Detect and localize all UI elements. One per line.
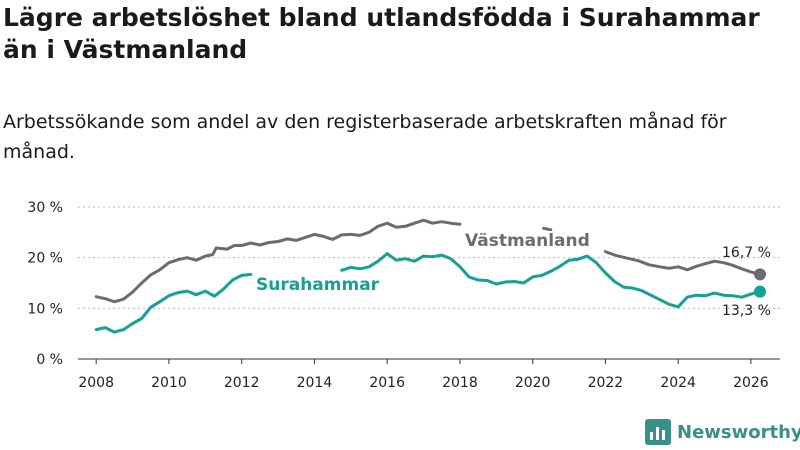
x-tick-label: 2020 — [515, 375, 551, 391]
y-tick-label: 30 % — [27, 200, 63, 216]
series-lines — [94, 218, 766, 334]
x-tick-label: 2026 — [733, 375, 769, 391]
series-label-vastmanland: Västmanland — [465, 231, 590, 251]
chart-title: Lägre arbetslöshet bland utlandsfödda i … — [3, 3, 760, 64]
end-point-vastmanland — [753, 268, 766, 281]
y-tick-label: 20 % — [27, 251, 63, 267]
brand-name: Newsworthy — [677, 421, 800, 443]
end-label-vastmanland: 16,7 % — [722, 245, 771, 261]
y-tick-label: 0 % — [36, 352, 63, 368]
end-label-surahammar: 13,3 % — [722, 303, 771, 319]
x-tick-label: 2024 — [660, 375, 696, 391]
newsworthy-logo: Newsworthy — [645, 418, 800, 446]
series-line-surahammar-3 — [94, 272, 253, 334]
x-tick-label: 2016 — [369, 375, 405, 391]
end-point-surahammar — [753, 285, 766, 298]
series-line-vstmanland-2 — [603, 250, 762, 276]
x-tick-label: 2008 — [78, 375, 114, 391]
series-label-surahammar: Surahammar — [256, 275, 380, 295]
series-line-vstmanland-0 — [94, 218, 462, 304]
y-tick-label: 10 % — [27, 301, 63, 317]
x-tick-label: 2018 — [442, 375, 478, 391]
series-line-surahammar-4 — [340, 252, 762, 309]
chart-subtitle: Arbetssökande som andel av den registerb… — [3, 111, 727, 163]
gridlines — [78, 206, 780, 360]
x-tick-label: 2022 — [588, 375, 624, 391]
x-tick-label: 2012 — [224, 375, 260, 391]
bar-chart-logo-icon — [645, 419, 671, 445]
x-tick-label: 2010 — [151, 375, 187, 391]
series-line-vstmanland-1 — [542, 226, 553, 232]
annotations: Västmanland Surahammar 16,7 % 13,3 % — [254, 229, 771, 319]
x-tick-label: 2014 — [297, 375, 333, 391]
axes: 0 % 10 % 20 % 30 % 2008 2010 2012 2014 2016 2018 2… — [27, 200, 768, 391]
